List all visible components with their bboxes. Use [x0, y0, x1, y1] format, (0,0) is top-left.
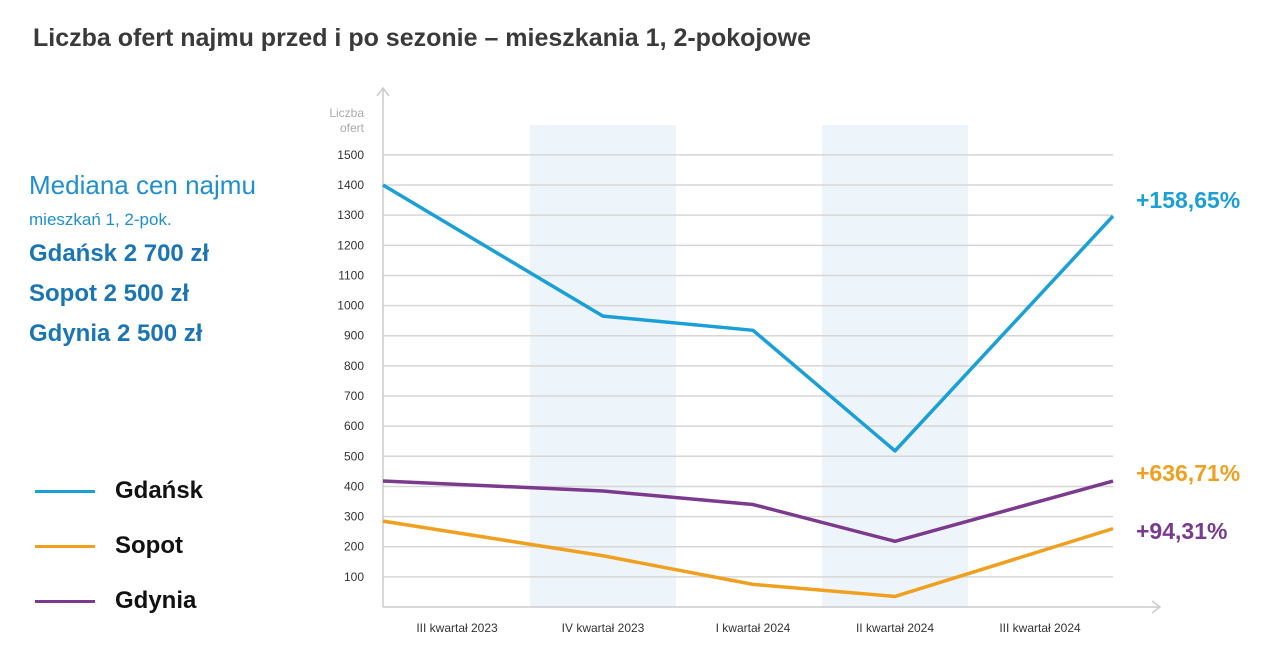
y-axis-arrow	[376, 86, 390, 97]
y-tick-label: 600	[344, 419, 364, 433]
y-tick-label: 1500	[337, 148, 364, 162]
x-tick-label: IV kwartał 2023	[562, 621, 645, 635]
series-line-gdynia	[382, 479, 1114, 544]
legend-swatch	[35, 489, 95, 493]
x-tick-label: III kwartał 2024	[999, 621, 1081, 635]
price-gdansk: Gdańsk 2 700 zł	[29, 240, 210, 267]
y-tick-label: 1200	[337, 238, 364, 252]
y-tick-label: 1000	[337, 299, 364, 313]
y-tick-label: 200	[344, 540, 364, 554]
legend-gdansk: Gdańsk	[35, 477, 203, 505]
series-line-sopot	[382, 519, 1114, 599]
y-tick-label: 1400	[337, 178, 364, 192]
y-tick-label: 300	[344, 510, 364, 524]
y-axis-label: ofert	[340, 121, 365, 135]
change-annotation: +94,31%	[1136, 518, 1227, 544]
x-tick-label: I kwartał 2024	[716, 621, 791, 635]
y-tick-label: 100	[344, 570, 364, 584]
change-annotation: +636,71%	[1136, 460, 1240, 486]
y-tick-label: 400	[344, 479, 364, 493]
series-line-gdańsk	[382, 183, 1115, 453]
y-axis-label: Liczba	[329, 106, 364, 120]
chart-title: Liczba ofert najmu przed i po sezonie – …	[33, 24, 811, 52]
y-tick-label: 500	[344, 449, 364, 463]
side-subheading: mieszkań 1, 2-pok.	[29, 210, 172, 229]
x-tick-label: III kwartał 2023	[416, 621, 498, 635]
y-tick-label: 900	[344, 329, 364, 343]
x-axis-arrow	[1151, 600, 1162, 614]
legend-label: Gdańsk	[115, 477, 204, 504]
y-tick-label: 700	[344, 389, 364, 403]
y-tick-label: 1100	[338, 268, 364, 282]
y-tick-label: 1300	[337, 208, 364, 222]
y-tick-label: 800	[344, 359, 364, 373]
legend-label: Sopot	[115, 532, 183, 559]
legend-label: Gdynia	[115, 587, 197, 614]
price-gdynia: Gdynia 2 500 zł	[29, 320, 203, 347]
legend-gdynia: Gdynia	[35, 587, 196, 615]
side-heading: Mediana cen najmu	[29, 170, 256, 200]
legend-swatch	[35, 599, 95, 603]
legend-sopot: Sopot	[35, 532, 183, 560]
change-annotation: +158,65%	[1136, 187, 1240, 213]
legend-swatch	[35, 544, 95, 548]
price-sopot: Sopot 2 500 zł	[29, 280, 190, 307]
x-tick-label: II kwartał 2024	[856, 621, 934, 635]
